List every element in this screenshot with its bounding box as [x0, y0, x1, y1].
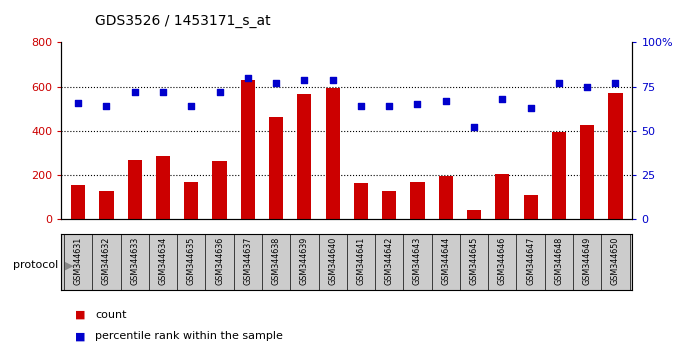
Text: GSM344642: GSM344642: [385, 236, 394, 285]
Point: [412, 102, 423, 107]
Text: GSM344640: GSM344640: [328, 236, 337, 285]
Text: GSM344643: GSM344643: [413, 236, 422, 285]
Text: ■: ■: [75, 310, 85, 320]
Point: [610, 80, 621, 86]
Text: GSM344650: GSM344650: [611, 236, 620, 285]
Point: [469, 125, 479, 130]
Point: [299, 77, 310, 82]
Text: GSM344631: GSM344631: [73, 236, 83, 285]
Bar: [241, 80, 255, 219]
Text: GSM344647: GSM344647: [526, 236, 535, 285]
Bar: [524, 195, 538, 219]
Bar: [495, 174, 509, 219]
Text: GSM344638: GSM344638: [271, 236, 281, 285]
Bar: [64, 243, 347, 288]
Text: percentile rank within the sample: percentile rank within the sample: [95, 331, 283, 341]
Bar: [551, 132, 566, 219]
Bar: [347, 243, 630, 288]
Text: GSM344644: GSM344644: [441, 236, 450, 285]
Text: GSM344649: GSM344649: [583, 236, 592, 285]
Bar: [184, 182, 199, 219]
Point: [441, 98, 452, 104]
Point: [581, 84, 592, 90]
Text: GSM344634: GSM344634: [158, 236, 167, 285]
Text: GSM344641: GSM344641: [356, 236, 365, 285]
Point: [497, 96, 508, 102]
Point: [271, 80, 282, 86]
Point: [327, 77, 338, 82]
Bar: [99, 191, 114, 219]
Text: ▶: ▶: [65, 261, 73, 270]
Bar: [354, 183, 368, 219]
Point: [214, 89, 225, 95]
Bar: [411, 182, 424, 219]
Text: GDS3526 / 1453171_s_at: GDS3526 / 1453171_s_at: [95, 14, 271, 28]
Text: GSM344637: GSM344637: [243, 236, 252, 285]
Text: GSM344645: GSM344645: [470, 236, 479, 285]
Text: ■: ■: [75, 331, 85, 341]
Bar: [609, 93, 622, 219]
Bar: [297, 95, 311, 219]
Bar: [580, 125, 594, 219]
Bar: [269, 116, 283, 219]
Bar: [326, 88, 340, 219]
Text: GSM344635: GSM344635: [187, 236, 196, 285]
Point: [525, 105, 536, 111]
Point: [356, 103, 367, 109]
Point: [186, 103, 197, 109]
Text: protocol: protocol: [12, 261, 58, 270]
Text: GSM344646: GSM344646: [498, 236, 507, 285]
Point: [158, 89, 169, 95]
Text: GSM344633: GSM344633: [131, 236, 139, 285]
Bar: [128, 160, 142, 219]
Bar: [467, 210, 481, 219]
Text: GSM344639: GSM344639: [300, 236, 309, 285]
Text: control: control: [184, 258, 227, 271]
Text: GSM344648: GSM344648: [554, 236, 563, 285]
Bar: [71, 185, 85, 219]
Bar: [439, 176, 453, 219]
Point: [129, 89, 140, 95]
Text: GSM344632: GSM344632: [102, 236, 111, 285]
Text: GSM344636: GSM344636: [215, 236, 224, 285]
Point: [73, 100, 84, 105]
Text: myostatin inhibition: myostatin inhibition: [426, 258, 550, 271]
Text: count: count: [95, 310, 126, 320]
Bar: [382, 191, 396, 219]
Bar: [156, 156, 170, 219]
Bar: [212, 161, 226, 219]
Point: [384, 103, 394, 109]
Point: [242, 75, 253, 81]
Point: [101, 103, 112, 109]
Point: [554, 80, 564, 86]
